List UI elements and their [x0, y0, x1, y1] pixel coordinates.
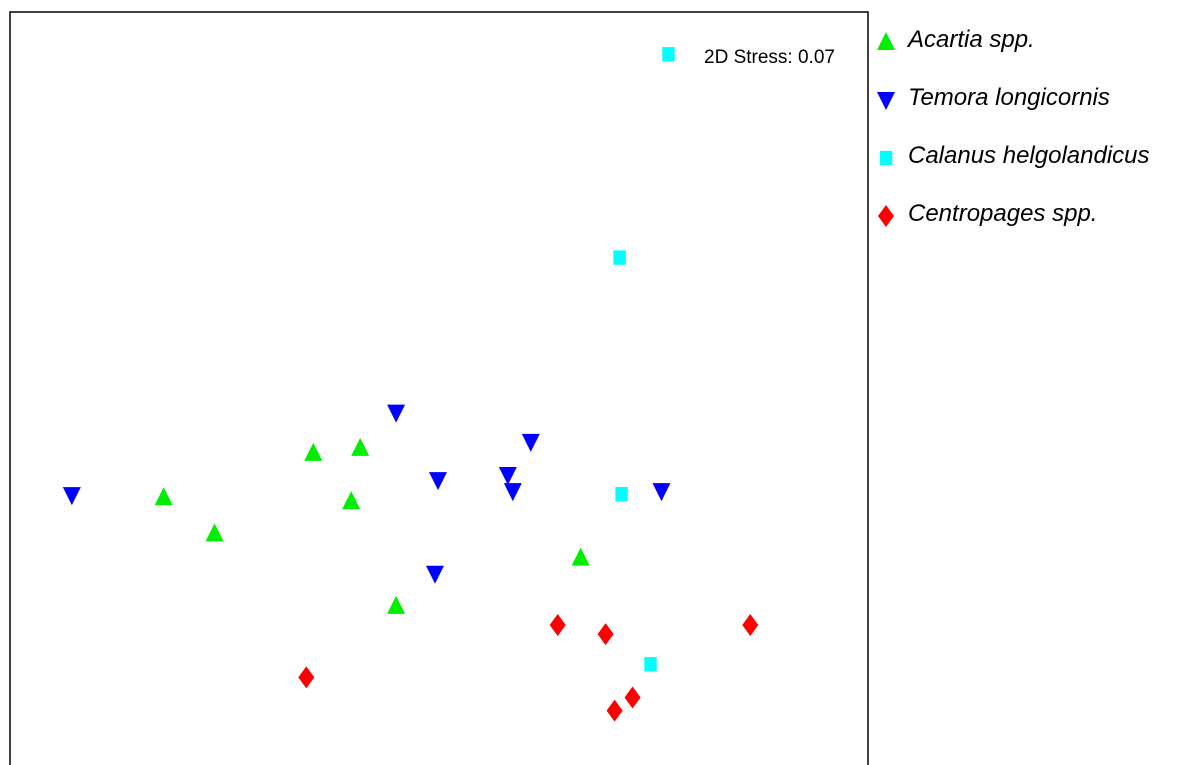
legend-label: Acartia spp. [908, 26, 1035, 53]
legend-marker-diamond [878, 205, 894, 227]
legend-marker-square [879, 150, 893, 166]
plot-frame [9, 11, 869, 765]
point-triangle-up-0-5 [387, 595, 406, 614]
point-triangle-up-0-6 [571, 547, 590, 566]
point-diamond-3-0 [298, 666, 315, 689]
legend-label: Calanus helgolandicus [908, 142, 1150, 169]
point-triangle-down-1-1 [387, 404, 406, 423]
point-triangle-up-0-3 [351, 437, 370, 456]
point-triangle-down-1-5 [503, 483, 522, 502]
point-square-2-0 [662, 47, 675, 62]
legend-item-centropages: Centropages spp. [872, 196, 1192, 254]
legend-item-acartia: Acartia spp. [872, 22, 1192, 80]
data-points [62, 47, 759, 722]
point-diamond-3-3 [742, 614, 759, 637]
point-diamond-3-4 [624, 686, 641, 709]
diamond-icon [878, 205, 894, 227]
point-triangle-down-1-7 [652, 483, 671, 502]
legend-label: Temora longicornis [908, 84, 1110, 111]
point-triangle-down-1-0 [62, 487, 81, 506]
point-triangle-down-1-3 [426, 565, 445, 584]
square-icon [879, 150, 893, 166]
legend-marker-triangle-down [877, 92, 895, 110]
stress-annotation: 2D Stress: 0.07 [704, 47, 835, 68]
point-square-2-2 [615, 486, 628, 502]
triangle-up-icon [877, 32, 895, 50]
point-square-2-1 [613, 250, 626, 265]
triangle-down-icon [877, 92, 895, 110]
point-triangle-up-0-4 [342, 491, 361, 510]
point-diamond-3-2 [597, 623, 614, 646]
legend-label: Centropages spp. [908, 200, 1098, 227]
point-triangle-down-1-4 [498, 467, 517, 486]
point-triangle-up-0-1 [205, 523, 224, 542]
legend: Acartia spp. Temora longicornis Calanus … [872, 22, 1192, 254]
legend-item-calanus: Calanus helgolandicus [872, 138, 1192, 196]
point-triangle-down-1-6 [521, 433, 540, 452]
point-triangle-up-0-2 [304, 442, 323, 461]
legend-marker-triangle-up [877, 32, 895, 50]
point-diamond-3-1 [549, 614, 566, 637]
point-triangle-down-1-2 [429, 472, 448, 491]
point-diamond-3-5 [606, 699, 623, 722]
legend-item-temora: Temora longicornis [872, 80, 1192, 138]
point-triangle-up-0-0 [154, 487, 173, 506]
point-square-2-3 [644, 657, 657, 672]
